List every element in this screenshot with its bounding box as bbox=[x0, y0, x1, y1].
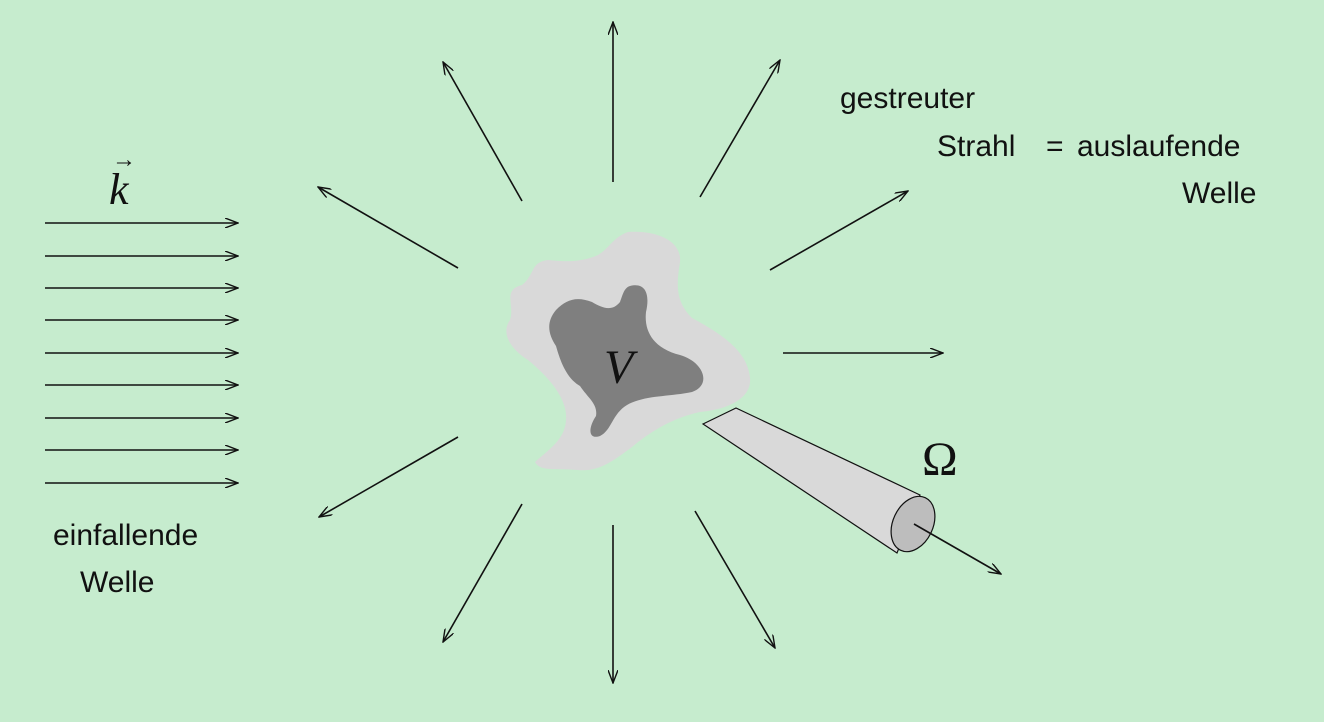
bottom-strip bbox=[0, 722, 1324, 725]
solid-angle-label: Ω bbox=[922, 433, 958, 486]
wave-vector-accent: → bbox=[112, 147, 136, 173]
scattered-arrow bbox=[769, 191, 908, 271]
cone-end-cap bbox=[890, 495, 936, 553]
potential-core bbox=[549, 285, 704, 437]
outgoing-label-line2: Welle bbox=[1182, 177, 1257, 210]
scattered-label-line1: gestreuter bbox=[840, 82, 976, 115]
scattered-arrow bbox=[319, 436, 459, 517]
outgoing-label-line1: auslaufende bbox=[1077, 130, 1241, 163]
scattered-wave bbox=[318, 22, 943, 683]
scattered-arrow bbox=[699, 60, 780, 198]
scattered-arrow bbox=[318, 187, 459, 269]
incident-label-line2: Welle bbox=[80, 566, 155, 599]
scattered-arrow bbox=[694, 510, 775, 648]
scattering-potential bbox=[506, 231, 751, 471]
incident-wave bbox=[45, 223, 238, 483]
potential-label: V bbox=[604, 341, 634, 394]
detector-arrow bbox=[913, 523, 1001, 574]
scattered-arrow bbox=[443, 62, 523, 202]
incident-label-line1: einfallende bbox=[53, 519, 199, 552]
scattered-arrow bbox=[443, 503, 523, 642]
detector-cone bbox=[701, 407, 936, 554]
wave-vector-label: k bbox=[109, 165, 129, 214]
scattered-label-line2: Strahl bbox=[937, 130, 1016, 163]
equals-sign: = bbox=[1046, 130, 1064, 163]
